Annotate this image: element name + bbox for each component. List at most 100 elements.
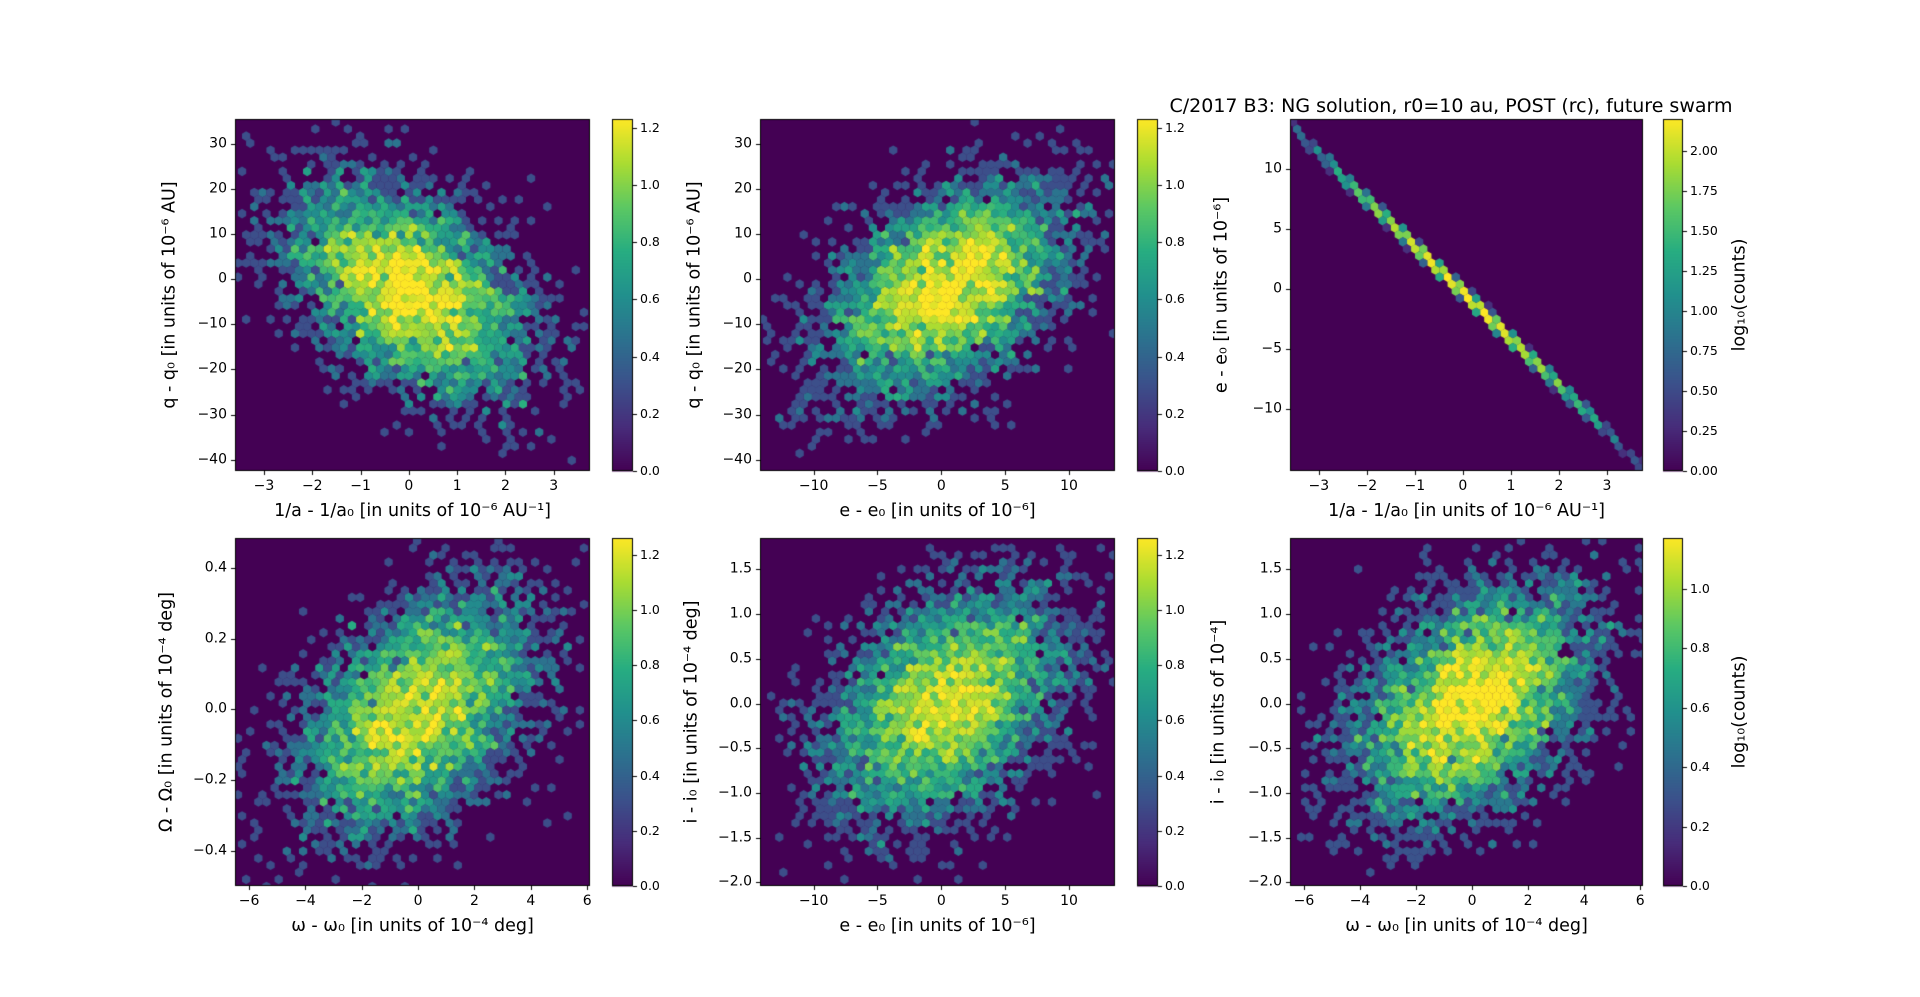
subplot-2-ytick-5: −20: [722, 360, 752, 377]
subplot-4-colorbar-tick-0: 0.0: [640, 878, 660, 894]
subplot-3-ylabel: e - e₀ [in units of 10⁻⁶]: [1211, 196, 1232, 394]
subplot-6-ytick-6: −1.5: [1248, 828, 1282, 845]
subplot-3-xtick-1: −2: [1356, 478, 1378, 494]
subplot-1-colorbar-tick-0: 0.0: [640, 463, 660, 479]
subplot-4-colorbar-tick-2: 0.4: [640, 767, 660, 783]
subplot-1-ytick-2: 10: [209, 225, 227, 242]
subplot-6-ytick-5: −1.0: [1248, 784, 1282, 801]
subplot-2-colorbar-tick-2: 0.4: [1165, 348, 1185, 364]
subplot-5-xtick-1: −5: [867, 893, 888, 909]
subplot-5-colorbar-tick-0: 0.0: [1165, 878, 1185, 894]
subplot-2-ylabel: q - q₀ [in units of 10⁻⁶ AU]: [684, 181, 705, 409]
subplot-2-colorbar-tick-0: 0.0: [1165, 463, 1185, 479]
subplot-4-ytick-4: −0.4: [193, 841, 227, 858]
subplot-1-colorbar-tick-4: 0.8: [640, 234, 660, 250]
subplot-3-colorbar-tick-1: 0.25: [1690, 423, 1718, 439]
subplot-3-xtick-2: −1: [1404, 478, 1426, 494]
subplot-3-colorbar-tick-6: 1.50: [1690, 223, 1718, 239]
figure-title: C/2017 B3: NG solution, r0=10 au, POST (…: [1169, 95, 1733, 117]
subplot-6-xtick-3: 0: [1467, 893, 1477, 909]
subplot-2-ytick-2: 10: [734, 225, 752, 242]
subplot-4-ytick-3: −0.2: [193, 771, 227, 788]
subplot-3-colorbar-tick-0: 0.00: [1690, 463, 1718, 479]
subplot-5-colorbar-tick-6: 1.2: [1165, 546, 1185, 562]
subplot-4-colorbar-tick-4: 0.8: [640, 657, 660, 673]
subplot-3-ytick-4: −10: [1252, 400, 1282, 417]
subplot-5-colorbar-tick-5: 1.0: [1165, 601, 1185, 617]
subplot-1-ytick-0: 30: [209, 135, 227, 152]
subplot-3-ytick-0: 10: [1264, 160, 1282, 177]
subplot-5-xtick-4: 10: [1060, 893, 1078, 909]
subplot-5-xlabel: e - e₀ [in units of 10⁻⁶]: [839, 916, 1036, 936]
subplot-1-ytick-7: −40: [197, 451, 227, 468]
subplot-1-colorbar-tick-1: 0.2: [640, 405, 660, 421]
subplot-4-ytick-1: 0.2: [204, 629, 227, 646]
subplot-6-ytick-4: −0.5: [1248, 739, 1282, 756]
subplot-1-colorbar-tick-2: 0.4: [640, 348, 660, 364]
subplot-4-colorbar-tick-6: 1.2: [640, 546, 660, 562]
subplot-5-ytick-1: 1.0: [729, 605, 752, 622]
subplot-5-colorbar-tick-2: 0.4: [1165, 767, 1185, 783]
subplot-2-colorbar-tick-3: 0.6: [1165, 291, 1185, 307]
subplot-1-ytick-5: −20: [197, 360, 227, 377]
subplot-6-ytick-2: 0.5: [1259, 650, 1282, 667]
subplot-2-ytick-3: 0: [743, 270, 752, 287]
subplot-3-xtick-0: −3: [1308, 478, 1330, 494]
subplot-4-xtick-2: −2: [351, 893, 373, 909]
subplot-6-colorbar-tick-1: 0.2: [1690, 818, 1710, 834]
subplot-4-xlabel: ω - ω₀ [in units of 10⁻⁴ deg]: [291, 916, 534, 936]
subplot-5-colorbar-tick-1: 0.2: [1165, 822, 1185, 838]
subplot-5-xtick-3: 5: [1000, 893, 1010, 909]
subplot-3-xtick-5: 2: [1554, 478, 1564, 494]
subplot-6-xtick-0: −6: [1293, 893, 1315, 909]
subplot-6-xtick-5: 4: [1579, 893, 1589, 909]
subplot-3-xtick-4: 1: [1506, 478, 1516, 494]
subplot-6-colorbar-tick-0: 0.0: [1690, 878, 1710, 894]
subplot-3-colorbar-tick-5: 1.25: [1690, 263, 1718, 279]
subplot-6-ylabel: i - i₀ [in units of 10⁻⁴]: [1208, 619, 1229, 805]
subplot-4-xtick-5: 4: [526, 893, 536, 909]
subplot-1-ytick-6: −30: [197, 405, 227, 422]
subplot-1-ytick-4: −10: [197, 315, 227, 332]
subplot-6-xtick-2: −2: [1405, 893, 1427, 909]
subplot-4-ylabel: Ω - Ω₀ [in units of 10⁻⁴ deg]: [156, 591, 177, 833]
subplot-6-colorbar-tick-5: 1.0: [1690, 580, 1710, 596]
subplot-6-colorbar-tick-2: 0.4: [1690, 759, 1710, 775]
subplot-1-xtick-3: 0: [404, 478, 414, 494]
subplot-3-colorbar-tick-2: 0.50: [1690, 383, 1718, 399]
subplot-2-ytick-4: −10: [722, 315, 752, 332]
subplot-2-xtick-0: −10: [798, 478, 829, 494]
subplot-1-ytick-3: 0: [218, 270, 227, 287]
subplot-3-ytick-2: 0: [1273, 280, 1282, 297]
subplot-5-ytick-4: −0.5: [718, 739, 752, 756]
subplot-2-colorbar-tick-5: 1.0: [1165, 176, 1185, 192]
subplot-4-xtick-1: −4: [295, 893, 316, 909]
subplot-2-ytick-6: −30: [722, 405, 752, 422]
subplot-3-colorbar-label: log₁₀(counts): [1729, 238, 1750, 352]
subplot-2-xtick-1: −5: [867, 478, 888, 494]
subplot-5-ytick-7: −2.0: [718, 873, 752, 890]
subplot-1-colorbar-tick-3: 0.6: [640, 291, 660, 307]
subplot-2-colorbar-tick-6: 1.2: [1165, 119, 1185, 135]
subplot-6-xtick-1: −4: [1349, 893, 1371, 909]
subplot-1-ytick-1: 20: [209, 180, 227, 197]
subplot-6-ytick-7: −2.0: [1248, 873, 1282, 890]
subplot-5-ytick-6: −1.5: [718, 828, 752, 845]
subplot-1-ylabel: q - q₀ [in units of 10⁻⁶ AU]: [159, 181, 180, 409]
subplot-5-xtick-0: −10: [798, 893, 829, 909]
subplot-4-xtick-6: 6: [582, 893, 592, 909]
subplot-5-ytick-5: −1.0: [718, 784, 752, 801]
subplot-4-xtick-0: −6: [238, 893, 260, 909]
subplot-5-ytick-3: 0.0: [729, 694, 752, 711]
subplot-5-ylabel: i - i₀ [in units of 10⁻⁴ deg]: [681, 600, 702, 824]
subplot-3-colorbar-tick-3: 0.75: [1690, 343, 1718, 359]
subplot-3-xtick-6: 3: [1602, 478, 1612, 494]
subplot-3-colorbar-tick-4: 1.00: [1690, 303, 1718, 319]
subplot-1-xtick-1: −2: [301, 478, 323, 494]
subplot-4-colorbar-tick-3: 0.6: [640, 712, 660, 728]
subplot-6-xlabel: ω - ω₀ [in units of 10⁻⁴ deg]: [1345, 916, 1588, 936]
subplot-2-ytick-7: −40: [722, 451, 752, 468]
subplot-4-colorbar-tick-5: 1.0: [640, 601, 660, 617]
subplot-1-xtick-5: 2: [501, 478, 510, 494]
